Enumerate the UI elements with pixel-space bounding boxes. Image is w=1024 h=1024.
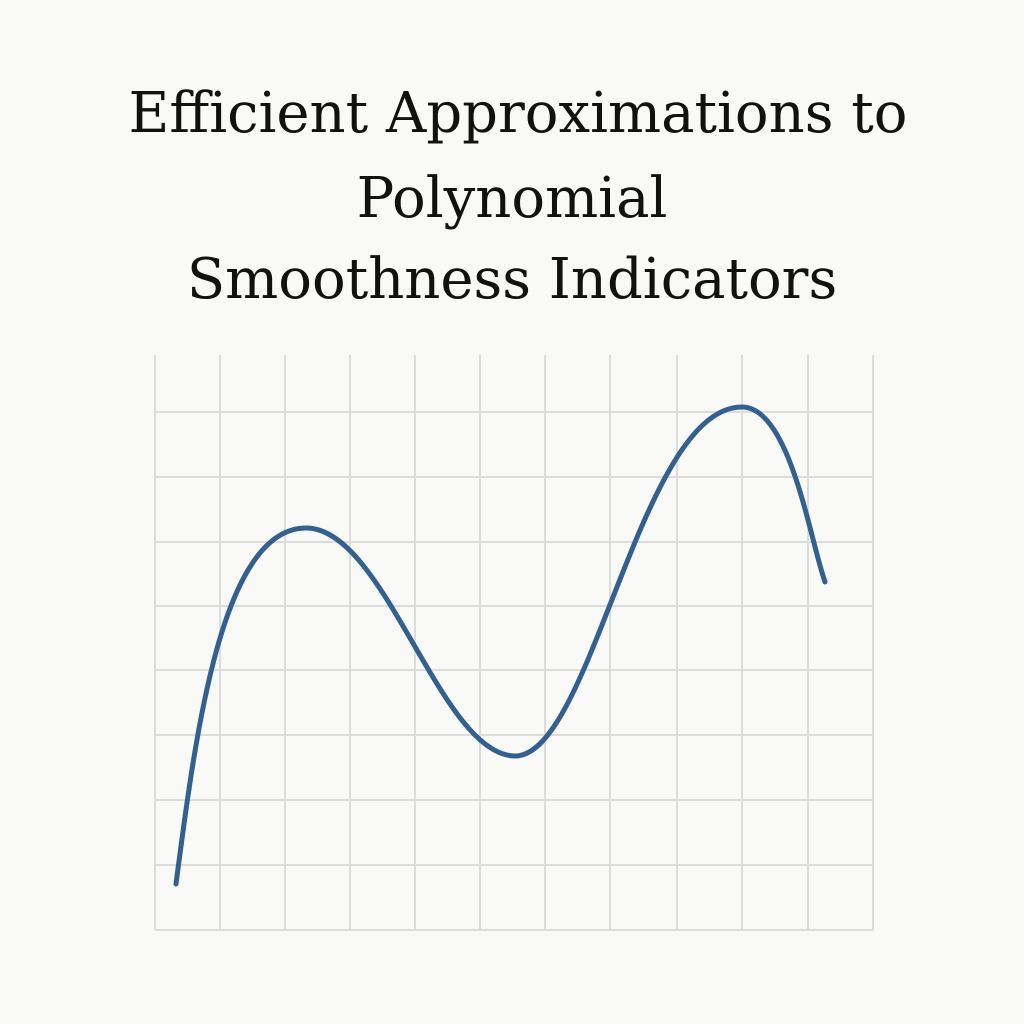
title-line: Polynomial [357,166,668,231]
grid [154,355,874,931]
title-line: Efficient Approximations to [129,81,908,146]
curve [173,404,828,887]
title-line: Smoothness Indicators [187,247,837,312]
